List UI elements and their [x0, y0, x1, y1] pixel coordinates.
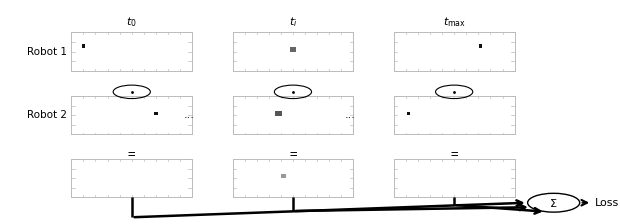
Text: ...: ...: [184, 110, 195, 120]
Text: $t_i$: $t_i$: [289, 15, 297, 29]
Text: ...: ...: [345, 110, 356, 120]
Text: Loss: Loss: [595, 198, 619, 208]
Bar: [281, 174, 286, 179]
Bar: [232, 32, 353, 71]
Bar: [394, 96, 515, 134]
Text: $t_0$: $t_0$: [126, 15, 137, 29]
Bar: [290, 47, 296, 52]
Text: $t_{\mathrm{max}}$: $t_{\mathrm{max}}$: [443, 15, 466, 29]
Bar: [71, 159, 192, 197]
Bar: [82, 44, 85, 48]
Bar: [479, 44, 482, 48]
Text: Robot 1: Robot 1: [27, 47, 67, 56]
Bar: [394, 159, 515, 197]
Bar: [71, 96, 192, 134]
Bar: [154, 112, 157, 115]
Text: =: =: [450, 148, 458, 161]
Text: =: =: [289, 148, 297, 161]
Bar: [71, 32, 192, 71]
Text: Robot 2: Robot 2: [27, 110, 67, 120]
Bar: [394, 32, 515, 71]
Bar: [407, 112, 410, 115]
Text: =: =: [128, 148, 136, 161]
Bar: [232, 159, 353, 197]
Text: $\Sigma$: $\Sigma$: [549, 197, 558, 209]
Bar: [232, 96, 353, 134]
Bar: [275, 111, 281, 116]
